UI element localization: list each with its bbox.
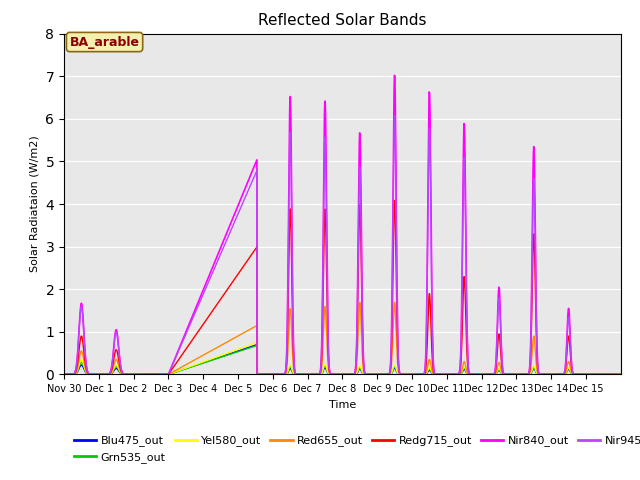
Grn535_out xyxy=(346,372,353,377)
Redg715_out xyxy=(70,371,78,377)
Nir840_out xyxy=(390,72,398,78)
Redg715_out xyxy=(160,372,168,377)
Grn535_out xyxy=(617,372,625,377)
Blu475_out xyxy=(312,372,320,377)
Nir945_out xyxy=(160,372,168,377)
Blu475_out xyxy=(160,372,168,377)
Grn535_out xyxy=(160,372,168,377)
Yel580_out xyxy=(346,372,353,377)
Red655_out xyxy=(582,372,589,377)
Redg715_out xyxy=(345,372,353,377)
Nir945_out xyxy=(444,372,452,377)
Red655_out xyxy=(60,372,68,377)
Nir840_out xyxy=(312,372,319,377)
Text: BA_arable: BA_arable xyxy=(70,36,140,48)
Redg715_out xyxy=(312,372,319,377)
Nir840_out xyxy=(444,372,452,377)
Grn535_out xyxy=(582,372,589,377)
X-axis label: Time: Time xyxy=(329,400,356,409)
Yel580_out xyxy=(70,371,78,377)
Nir840_out xyxy=(70,370,78,376)
Nir945_out xyxy=(312,372,319,377)
Grn535_out xyxy=(60,372,68,377)
Nir945_out xyxy=(345,372,353,377)
Line: Redg715_out: Redg715_out xyxy=(64,201,621,374)
Title: Reflected Solar Bands: Reflected Solar Bands xyxy=(258,13,427,28)
Red655_out xyxy=(617,372,625,377)
Nir840_out xyxy=(345,372,353,377)
Red655_out xyxy=(390,300,398,305)
Blu475_out xyxy=(582,372,589,377)
Nir945_out xyxy=(617,372,625,377)
Red655_out xyxy=(312,372,319,377)
Yel580_out xyxy=(617,372,625,377)
Nir945_out xyxy=(390,113,398,119)
Nir945_out xyxy=(60,372,68,377)
Yel580_out xyxy=(160,372,168,377)
Red655_out xyxy=(345,372,353,377)
Yel580_out xyxy=(582,372,589,377)
Line: Red655_out: Red655_out xyxy=(64,302,621,374)
Nir945_out xyxy=(582,372,589,377)
Line: Blu475_out: Blu475_out xyxy=(64,345,621,374)
Blu475_out xyxy=(70,372,78,377)
Red655_out xyxy=(70,371,78,377)
Nir945_out xyxy=(70,371,78,376)
Red655_out xyxy=(160,372,168,377)
Nir840_out xyxy=(617,372,625,377)
Yel580_out xyxy=(60,372,68,377)
Redg715_out xyxy=(582,372,589,377)
Grn535_out xyxy=(253,343,260,348)
Grn535_out xyxy=(444,372,452,377)
Nir840_out xyxy=(60,372,68,377)
Redg715_out xyxy=(60,372,68,377)
Yel580_out xyxy=(444,372,452,377)
Y-axis label: Solar Radiataion (W/m2): Solar Radiataion (W/m2) xyxy=(30,136,40,272)
Redg715_out xyxy=(390,198,398,204)
Blu475_out xyxy=(444,372,452,377)
Nir840_out xyxy=(582,372,589,377)
Blu475_out xyxy=(346,372,353,377)
Yel580_out xyxy=(312,372,320,377)
Redg715_out xyxy=(617,372,625,377)
Line: Grn535_out: Grn535_out xyxy=(64,346,621,374)
Grn535_out xyxy=(70,372,78,377)
Blu475_out xyxy=(617,372,625,377)
Grn535_out xyxy=(312,372,320,377)
Legend: Blu475_out, Grn535_out, Yel580_out, Red655_out, Redg715_out, Nir840_out, Nir945_: Blu475_out, Grn535_out, Yel580_out, Red6… xyxy=(70,431,640,468)
Blu475_out xyxy=(253,342,260,348)
Nir840_out xyxy=(160,372,168,377)
Line: Nir945_out: Nir945_out xyxy=(64,116,621,374)
Blu475_out xyxy=(60,372,68,377)
Red655_out xyxy=(444,372,452,377)
Line: Yel580_out: Yel580_out xyxy=(64,343,621,374)
Yel580_out xyxy=(253,340,260,346)
Redg715_out xyxy=(444,372,452,377)
Line: Nir840_out: Nir840_out xyxy=(64,75,621,374)
